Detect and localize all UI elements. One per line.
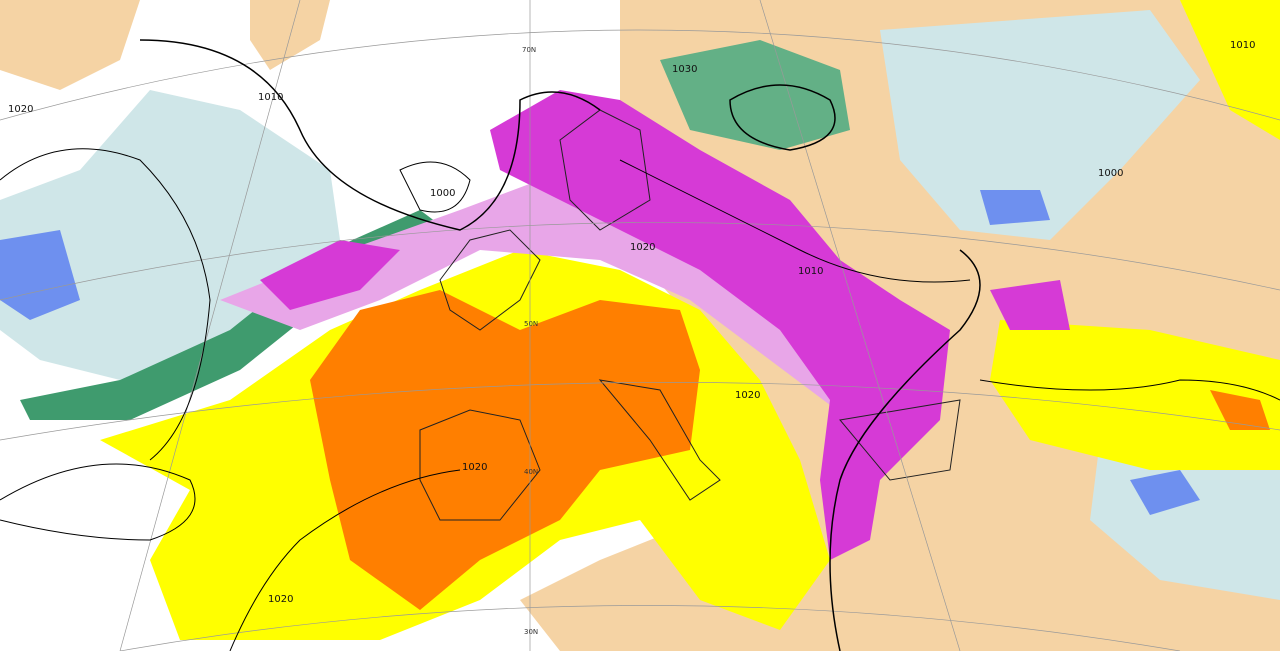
isobar-label: 1010	[258, 92, 283, 103]
latitude-label: 70N	[522, 46, 536, 54]
latitude-label: 30N	[524, 628, 538, 636]
isobar-label: 1000	[1098, 168, 1123, 179]
isobar-label: 1020	[630, 242, 655, 253]
isobar-label: 1020	[8, 104, 33, 115]
latitude-label: 40N	[524, 468, 538, 476]
isobar-label: 1020	[462, 462, 487, 473]
isobar-label: 1020	[735, 390, 760, 401]
isobar-label: 1000	[430, 188, 455, 199]
isobar-label: 1030	[672, 64, 697, 75]
isobar-label: 1010	[798, 266, 823, 277]
latitude-label: 50N	[524, 320, 538, 328]
latitude-labels: 70N 50N 40N 30N	[522, 46, 538, 636]
isobar-label: 1010	[1230, 40, 1255, 51]
isobar-labels: 1020 1010 1000 1020 1010 1020 1020 1020 …	[8, 40, 1255, 605]
isobar-label: 1020	[268, 594, 293, 605]
